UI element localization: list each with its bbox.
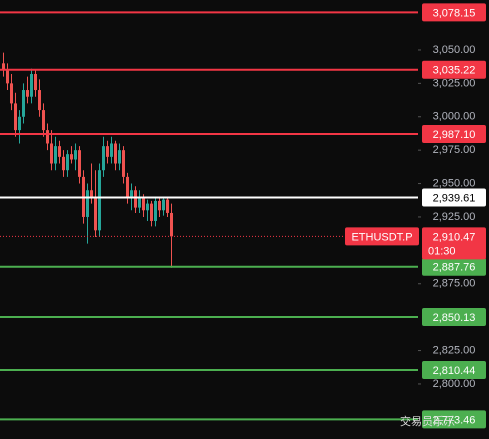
- y-tick-label: 2,825.00: [433, 344, 476, 356]
- level-label: 2,773.46: [433, 414, 476, 426]
- candle-body: [150, 203, 153, 221]
- candle-body: [6, 70, 9, 84]
- y-tick-label: 2,950.00: [433, 177, 476, 189]
- candle-body: [74, 150, 77, 160]
- candle-body: [78, 150, 81, 177]
- candle-body: [130, 190, 133, 197]
- candle-body: [158, 200, 161, 211]
- y-tick-label: 2,975.00: [433, 144, 476, 156]
- y-tick-label: 3,025.00: [433, 77, 476, 89]
- candle-body: [122, 150, 125, 177]
- level-label: 2,939.61: [433, 192, 476, 204]
- level-label: 2,850.13: [433, 312, 476, 324]
- candle-body: [38, 90, 41, 111]
- candle-body: [58, 146, 61, 157]
- candle-body: [118, 150, 121, 164]
- candle-body: [162, 199, 165, 211]
- candle-body: [22, 90, 25, 117]
- candle-body: [42, 110, 45, 131]
- level-label-box: [422, 307, 486, 326]
- level-label-box: [422, 188, 486, 207]
- candle-body: [2, 63, 5, 71]
- candle-body: [166, 199, 169, 213]
- candle-body: [54, 146, 57, 164]
- level-label-box: [422, 361, 486, 380]
- candle-body: [106, 146, 109, 157]
- candle-body: [30, 74, 33, 97]
- countdown: 01:30: [428, 245, 456, 257]
- candle-body: [46, 130, 49, 144]
- level-label-box: [422, 60, 486, 79]
- level-label: 2,887.76: [433, 262, 476, 274]
- level-label-box: [422, 3, 486, 22]
- level-label: 3,078.15: [433, 7, 476, 19]
- level-label-box: [422, 257, 486, 276]
- current-price-label: 2,910.47: [433, 231, 476, 243]
- watermark: 交易员乐乐: [400, 414, 455, 428]
- level-label-box: [422, 124, 486, 143]
- y-tick-label: 2,925.00: [433, 211, 476, 223]
- y-tick-label: 2,875.00: [433, 278, 476, 290]
- candle-body: [94, 196, 97, 231]
- symbol-label: ETHUSDT.P: [351, 231, 412, 243]
- candle-body: [138, 196, 141, 208]
- candle-body: [90, 190, 93, 197]
- candle-body: [26, 90, 29, 97]
- candle-body: [50, 143, 53, 164]
- candle-body: [14, 103, 17, 131]
- candle-body: [62, 156, 65, 171]
- y-tick-label: 3,050.00: [433, 44, 476, 56]
- candle-body: [126, 176, 129, 197]
- candle-body: [134, 190, 137, 208]
- level-label: 3,035.22: [433, 65, 476, 77]
- price-box: [422, 227, 486, 260]
- y-tick-label: 2,800.00: [433, 378, 476, 390]
- candle-body: [34, 74, 37, 91]
- candle-body: [98, 170, 101, 231]
- y-tick-label: 3,000.00: [433, 111, 476, 123]
- candle-body: [146, 203, 149, 211]
- candle-body: [66, 154, 69, 171]
- candle-body: [114, 143, 117, 164]
- symbol-box: [345, 227, 419, 246]
- level-label: 2,987.10: [433, 129, 476, 141]
- candle-body: [10, 83, 13, 104]
- candle-body: [110, 143, 113, 157]
- candle-body: [170, 212, 173, 237]
- candle-body: [154, 200, 157, 221]
- candle-body: [70, 154, 73, 160]
- candle-body: [86, 190, 89, 217]
- candle-body: [142, 196, 145, 211]
- candle-body: [102, 146, 105, 171]
- level-label: 2,810.44: [433, 365, 476, 377]
- candle-body: [18, 116, 21, 131]
- level-label-box: [422, 410, 486, 429]
